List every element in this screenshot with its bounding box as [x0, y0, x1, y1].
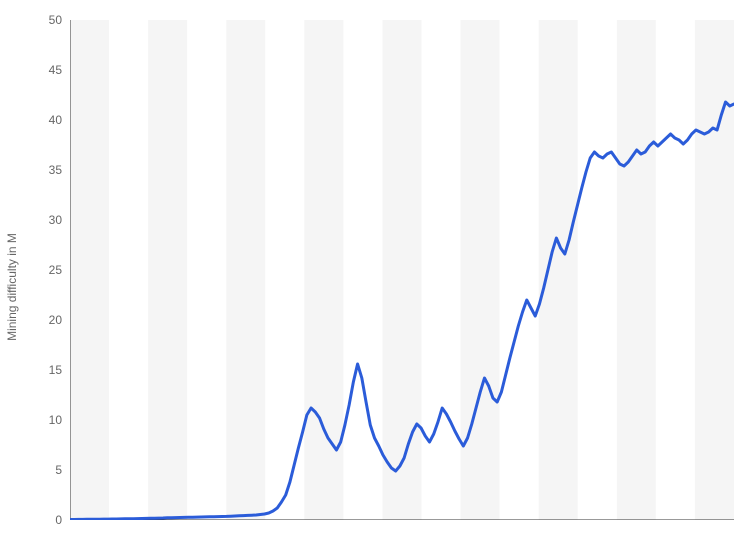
y-tick-label: 0 — [55, 513, 62, 527]
y-tick-label: 45 — [49, 63, 62, 77]
y-tick-label: 35 — [49, 163, 62, 177]
y-tick-label: 25 — [49, 263, 62, 277]
chart-container: Mining difficulty in M 05101520253035404… — [0, 0, 754, 560]
y-tick-label: 10 — [49, 413, 62, 427]
plot-area: 05101520253035404550 — [70, 20, 734, 520]
y-tick-label: 5 — [55, 463, 62, 477]
y-tick-label: 40 — [49, 113, 62, 127]
line-chart — [70, 20, 734, 520]
y-tick-label: 15 — [49, 363, 62, 377]
y-tick-label: 30 — [49, 213, 62, 227]
y-tick-label: 50 — [49, 13, 62, 27]
y-axis-label: Mining difficulty in M — [5, 233, 19, 341]
y-tick-label: 20 — [49, 313, 62, 327]
